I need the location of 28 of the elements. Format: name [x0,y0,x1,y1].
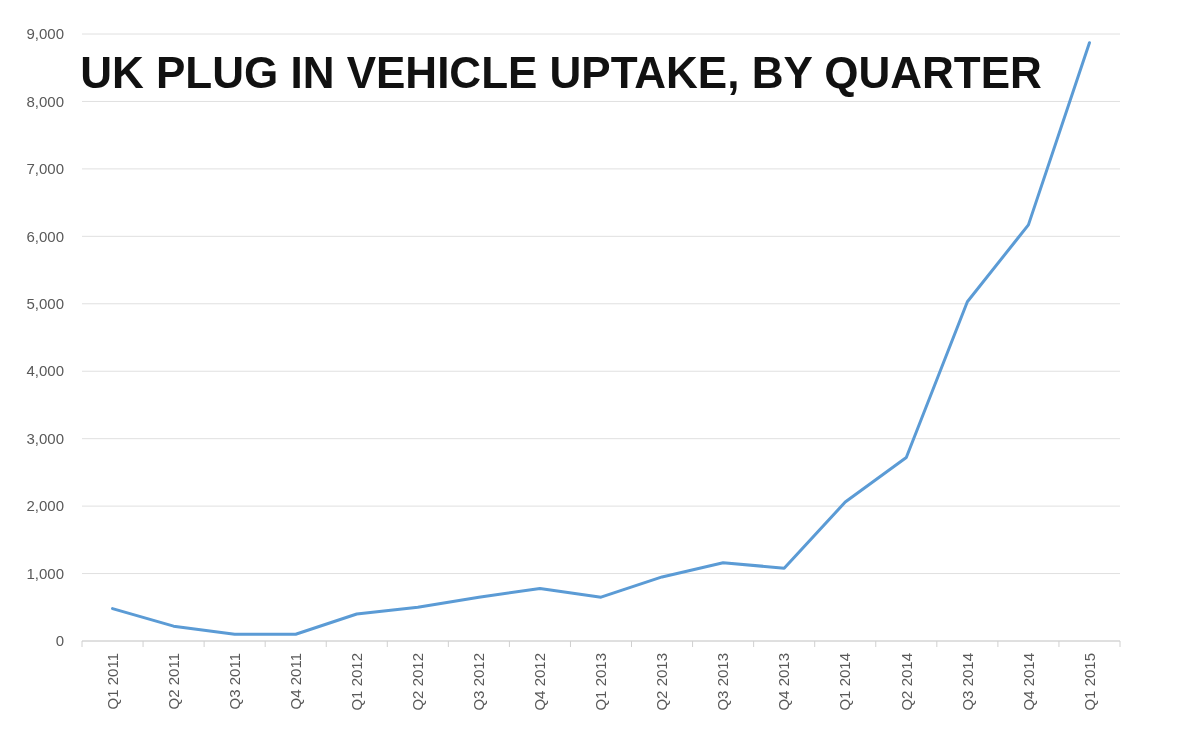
x-tick-label: Q1 2014 [836,653,854,711]
x-tick-label: Q1 2012 [348,653,366,711]
x-tick-label: Q1 2013 [592,653,610,711]
x-tick-label: Q1 2011 [103,653,121,710]
y-tick-label: 3,000 [26,429,64,447]
x-tick-label: Q4 2013 [775,653,793,711]
y-tick-label: 4,000 [26,362,64,380]
x-tick-label: Q2 2012 [409,653,427,711]
x-tick-label: Q3 2011 [225,653,243,710]
y-tick-label: 1,000 [26,564,64,582]
x-tick-label: Q3 2013 [714,653,732,711]
y-tick-label: 7,000 [26,160,64,178]
y-tick-label: 5,000 [26,295,64,313]
x-tick-label: Q2 2014 [897,653,915,711]
y-tick-label: 2,000 [26,497,64,515]
x-tick-label: Q2 2011 [164,653,182,710]
x-tick-label: Q3 2014 [958,653,976,711]
y-tick-label: 9,000 [26,25,64,43]
x-tick-label: Q3 2012 [470,653,488,711]
x-tick-label: Q4 2011 [286,653,304,710]
x-tick-label: Q4 2012 [531,653,549,711]
x-tick-label: Q4 2014 [1019,653,1037,711]
y-tick-label: 0 [55,632,64,650]
x-tick-label: Q2 2013 [653,653,671,711]
y-tick-label: 6,000 [26,227,64,245]
y-tick-label: 8,000 [26,92,64,110]
x-tick-label: Q1 2015 [1080,653,1098,711]
chart-title: UK PLUG IN VEHICLE UPTAKE, BY QUARTER [80,48,1042,97]
